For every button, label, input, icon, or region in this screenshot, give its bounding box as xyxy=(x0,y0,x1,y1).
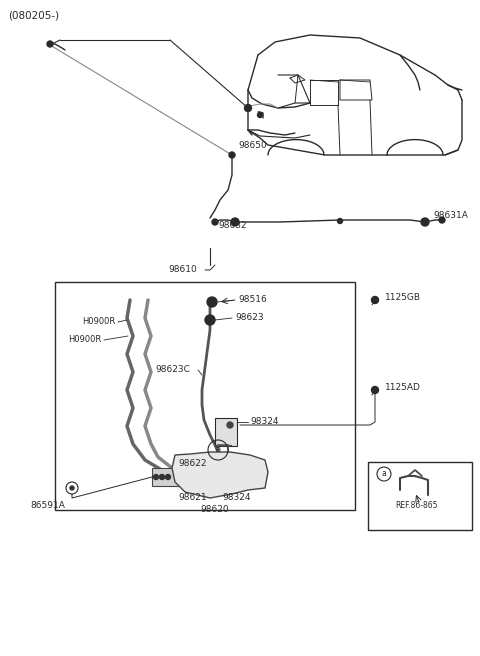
Circle shape xyxy=(70,486,74,490)
Polygon shape xyxy=(172,452,268,498)
Text: 86591A: 86591A xyxy=(30,501,65,510)
Circle shape xyxy=(231,218,239,226)
Circle shape xyxy=(227,422,233,428)
Text: H0900R: H0900R xyxy=(82,318,115,327)
Text: 98623: 98623 xyxy=(235,314,264,323)
Circle shape xyxy=(47,41,53,47)
Circle shape xyxy=(205,315,215,325)
Text: 98631A: 98631A xyxy=(433,211,468,220)
Circle shape xyxy=(257,112,263,117)
Text: 98324: 98324 xyxy=(222,493,251,501)
Text: 98610: 98610 xyxy=(168,266,197,274)
Text: 98632: 98632 xyxy=(218,220,247,230)
Circle shape xyxy=(439,217,445,223)
Circle shape xyxy=(229,152,235,158)
Text: 98622: 98622 xyxy=(178,459,206,468)
Circle shape xyxy=(372,297,379,304)
Circle shape xyxy=(212,219,218,225)
Text: 98324: 98324 xyxy=(250,417,278,426)
Text: 1125GB: 1125GB xyxy=(385,293,421,302)
Bar xyxy=(55,282,355,510)
Circle shape xyxy=(244,104,252,112)
Circle shape xyxy=(154,474,158,480)
Text: a: a xyxy=(216,445,221,455)
Bar xyxy=(368,462,472,530)
Text: H0900R: H0900R xyxy=(68,335,101,344)
Bar xyxy=(152,468,180,486)
Text: 98650: 98650 xyxy=(238,140,267,150)
Circle shape xyxy=(159,474,165,480)
Text: REF.86-865: REF.86-865 xyxy=(395,501,437,510)
Text: 98516: 98516 xyxy=(238,295,267,304)
Text: 98623C: 98623C xyxy=(155,365,190,375)
Text: 98620: 98620 xyxy=(200,506,228,514)
Circle shape xyxy=(207,297,217,307)
Text: 1125AD: 1125AD xyxy=(385,384,421,392)
Bar xyxy=(215,418,237,446)
Circle shape xyxy=(166,474,170,480)
Text: 98621: 98621 xyxy=(178,493,206,501)
Text: a: a xyxy=(382,470,386,478)
Circle shape xyxy=(372,386,379,394)
Circle shape xyxy=(421,218,429,226)
Circle shape xyxy=(337,218,343,224)
Text: (080205-): (080205-) xyxy=(8,10,59,20)
